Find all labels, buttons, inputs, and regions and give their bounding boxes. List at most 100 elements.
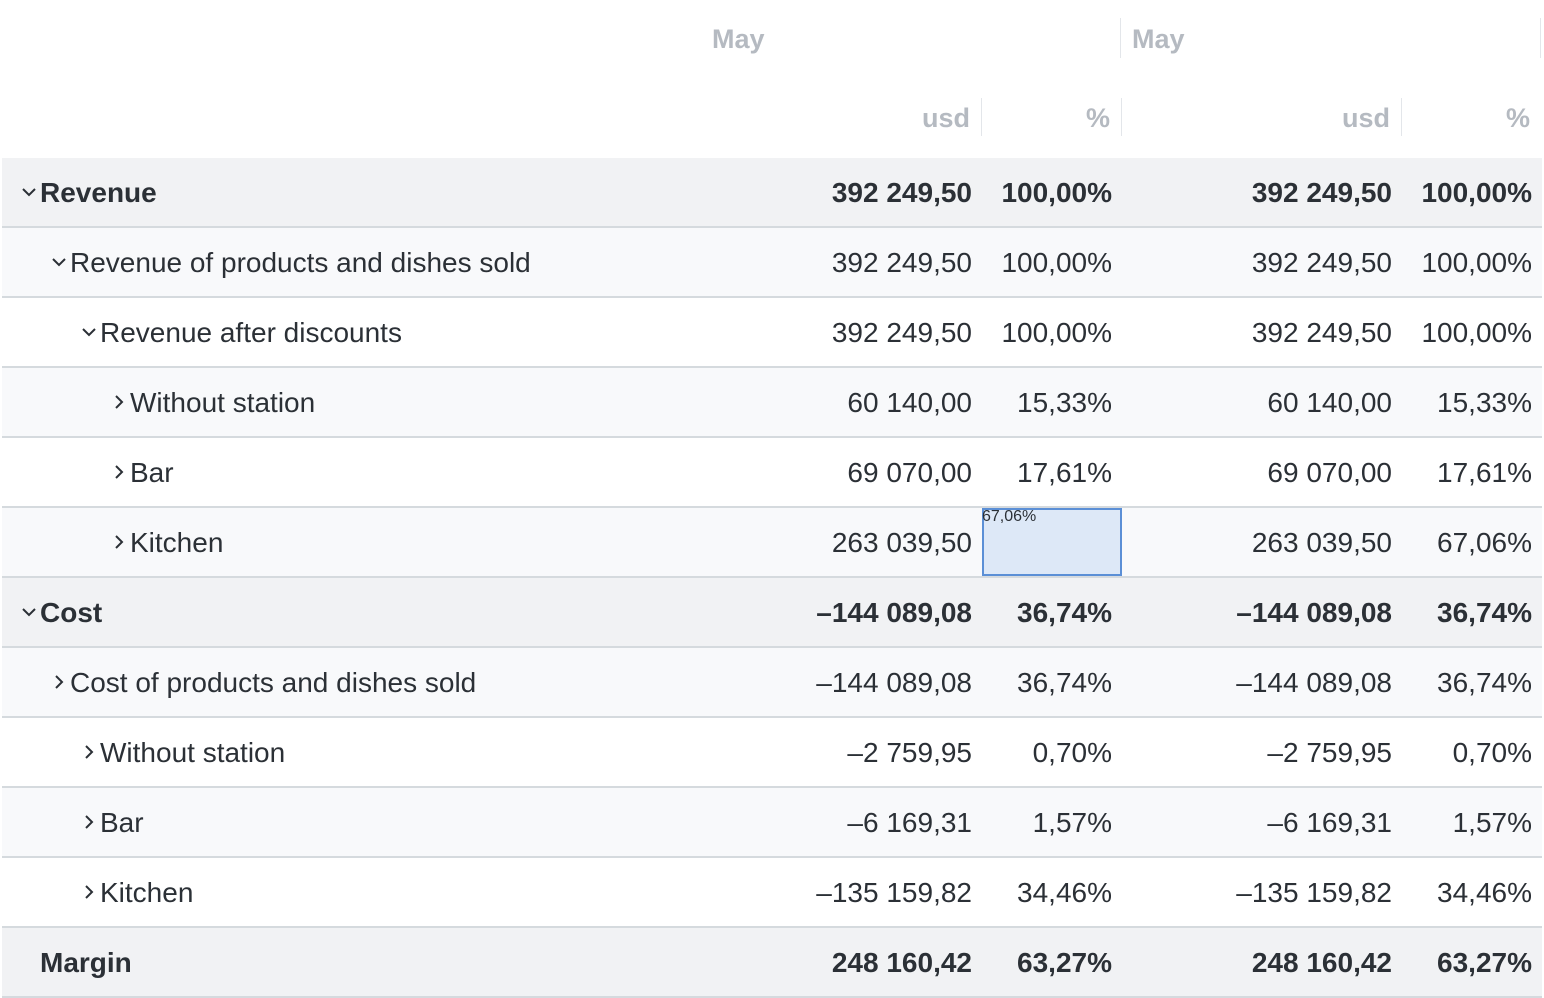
selected-cell-highlight[interactable] <box>982 508 1122 576</box>
cell-percent-1[interactable]: 100,00% <box>1001 317 1112 348</box>
chevron-right-icon[interactable] <box>78 718 100 788</box>
cell-usd-1[interactable]: 69 070,00 <box>847 457 972 488</box>
unit-header-usd-1[interactable]: usd <box>921 103 970 133</box>
cell-usd-2[interactable]: –144 089,08 <box>1236 667 1392 698</box>
cell-percent-2[interactable]: 15,33% <box>1437 387 1532 418</box>
table-row[interactable]: Bar –6 169,31 1,57% –6 169,31 1,57% <box>2 788 1542 858</box>
row-label: Without station <box>130 387 316 418</box>
cell-percent-1[interactable]: 15,33% <box>1017 387 1112 418</box>
cell-percent-1[interactable]: 100,00% <box>1001 247 1112 278</box>
chevron-right-icon[interactable] <box>108 438 130 508</box>
chevron-right-icon[interactable] <box>78 788 100 858</box>
table-row[interactable]: Cost –144 089,08 36,74% –144 089,08 36,74% <box>2 578 1542 648</box>
column-divider[interactable] <box>1540 18 1541 58</box>
column-divider[interactable] <box>1120 18 1121 58</box>
cell-percent-1[interactable]: 17,61% <box>1017 457 1112 488</box>
cell-percent-2[interactable]: 17,61% <box>1437 457 1532 488</box>
cell-percent-2[interactable]: 1,57% <box>1452 807 1532 838</box>
cell-usd-2[interactable]: 392 249,50 <box>1251 177 1392 208</box>
table-row[interactable]: Revenue of products and dishes sold 392 2… <box>2 228 1542 298</box>
cell-usd-1[interactable]: 263 039,50 <box>831 527 972 558</box>
table-row[interactable]: Bar 69 070,00 17,61% 69 070,00 17,61% <box>2 438 1542 508</box>
row-label: Margin <box>40 947 132 978</box>
table-row[interactable]: Kitchen 263 039,50 67,06% 263 039,50 67,06% <box>2 508 1542 578</box>
cell-usd-2[interactable]: 392 249,50 <box>1251 317 1392 348</box>
column-divider[interactable] <box>981 98 982 136</box>
row-label: Without station <box>100 737 286 768</box>
unit-header-percent-1[interactable]: % <box>1085 103 1110 133</box>
table-row[interactable]: Without station –2 759,95 0,70% –2 759,95 0,… <box>2 718 1542 788</box>
cell-usd-2[interactable]: –6 169,31 <box>1267 807 1392 838</box>
selected-cell-value[interactable]: 67,06% <box>982 508 1037 525</box>
cell-usd-1[interactable]: –2 759,95 <box>847 737 972 768</box>
cell-percent-1[interactable]: 63,27% <box>1017 947 1112 978</box>
table-row[interactable]: Revenue after discounts 392 249,50 100,00%… <box>2 298 1542 368</box>
unit-header-usd-2[interactable]: usd <box>1341 103 1390 133</box>
cell-usd-1[interactable]: –6 169,31 <box>847 807 972 838</box>
cell-usd-1[interactable]: 392 249,50 <box>831 317 972 348</box>
chevron-down-icon[interactable] <box>18 158 40 228</box>
row-label: Cost of products and dishes sold <box>70 667 477 698</box>
row-header: Bar <box>108 438 174 506</box>
cell-usd-2[interactable]: –2 759,95 <box>1267 737 1392 768</box>
row-label: Revenue <box>40 177 157 208</box>
cell-percent-1[interactable]: 0,70% <box>1032 737 1112 768</box>
row-header: Revenue after discounts <box>78 298 402 366</box>
cell-percent-2[interactable]: 67,06% <box>1437 527 1532 558</box>
cell-percent-2[interactable]: 0,70% <box>1452 737 1532 768</box>
row-label: Bar <box>130 457 174 488</box>
table-row[interactable]: Kitchen –135 159,82 34,46% –135 159,82 34,46… <box>2 858 1542 928</box>
column-divider[interactable] <box>1401 98 1402 136</box>
cell-usd-2[interactable]: 392 249,50 <box>1251 247 1392 278</box>
cell-percent-2[interactable]: 63,27% <box>1437 947 1532 978</box>
table-row[interactable]: Without station 60 140,00 15,33% 60 140,00 1… <box>2 368 1542 438</box>
cell-usd-2[interactable]: –144 089,08 <box>1236 597 1392 628</box>
period-header-2[interactable]: May <box>1132 24 1185 54</box>
cell-percent-2[interactable]: 100,00% <box>1421 177 1532 208</box>
chevron-down-icon[interactable] <box>48 228 70 298</box>
row-header: Bar <box>78 788 144 856</box>
column-divider[interactable] <box>1121 98 1122 136</box>
cell-usd-1[interactable]: 248 160,42 <box>831 947 972 978</box>
cell-usd-1[interactable]: –135 159,82 <box>816 877 972 908</box>
cell-percent-2[interactable]: 36,74% <box>1437 667 1532 698</box>
chevron-down-icon[interactable] <box>78 298 100 368</box>
table-row[interactable]: Margin 248 160,42 63,27% 248 160,42 63,27% <box>2 928 1542 998</box>
row-label: Kitchen <box>100 877 194 908</box>
cell-usd-1[interactable]: 392 249,50 <box>831 247 972 278</box>
cell-usd-1[interactable]: –144 089,08 <box>816 667 972 698</box>
cell-usd-1[interactable]: 392 249,50 <box>831 177 972 208</box>
chevron-right-icon[interactable] <box>108 508 130 578</box>
cell-percent-1[interactable]: 100,00% <box>1001 177 1112 208</box>
cell-usd-1[interactable]: –144 089,08 <box>816 597 972 628</box>
cell-usd-1[interactable]: 60 140,00 <box>847 387 972 418</box>
cell-percent-1[interactable]: 36,74% <box>1017 667 1112 698</box>
period-header-1[interactable]: May <box>712 24 765 54</box>
row-label: Revenue of products and dishes sold <box>70 247 531 278</box>
cell-usd-2[interactable]: 248 160,42 <box>1251 947 1392 978</box>
cell-percent-2[interactable]: 100,00% <box>1421 317 1532 348</box>
row-header: Cost <box>18 578 102 646</box>
row-label: Bar <box>100 807 144 838</box>
cell-percent-2[interactable]: 100,00% <box>1421 247 1532 278</box>
chevron-right-icon[interactable] <box>78 858 100 928</box>
cell-percent-1[interactable]: 36,74% <box>1017 597 1112 628</box>
cell-percent-1[interactable]: 34,46% <box>1017 877 1112 908</box>
chevron-right-icon[interactable] <box>48 648 70 718</box>
row-label: Kitchen <box>130 527 224 558</box>
row-header: Kitchen <box>108 508 223 576</box>
cell-usd-2[interactable]: 263 039,50 <box>1251 527 1392 558</box>
chevron-right-icon[interactable] <box>108 368 130 438</box>
chevron-down-icon[interactable] <box>18 578 40 648</box>
cell-usd-2[interactable]: 69 070,00 <box>1267 457 1392 488</box>
cell-percent-2[interactable]: 34,46% <box>1437 877 1532 908</box>
row-label: Cost <box>40 597 103 628</box>
cell-percent-1[interactable]: 1,57% <box>1032 807 1112 838</box>
cell-usd-2[interactable]: –135 159,82 <box>1236 877 1392 908</box>
table-row[interactable]: Cost of products and dishes sold –144 089… <box>2 648 1542 718</box>
cell-percent-2[interactable]: 36,74% <box>1437 597 1532 628</box>
unit-header-percent-2[interactable]: % <box>1505 103 1530 133</box>
table-row[interactable]: Revenue 392 249,50 100,00% 392 249,50 100,00… <box>2 158 1542 228</box>
cell-usd-2[interactable]: 60 140,00 <box>1267 387 1392 418</box>
